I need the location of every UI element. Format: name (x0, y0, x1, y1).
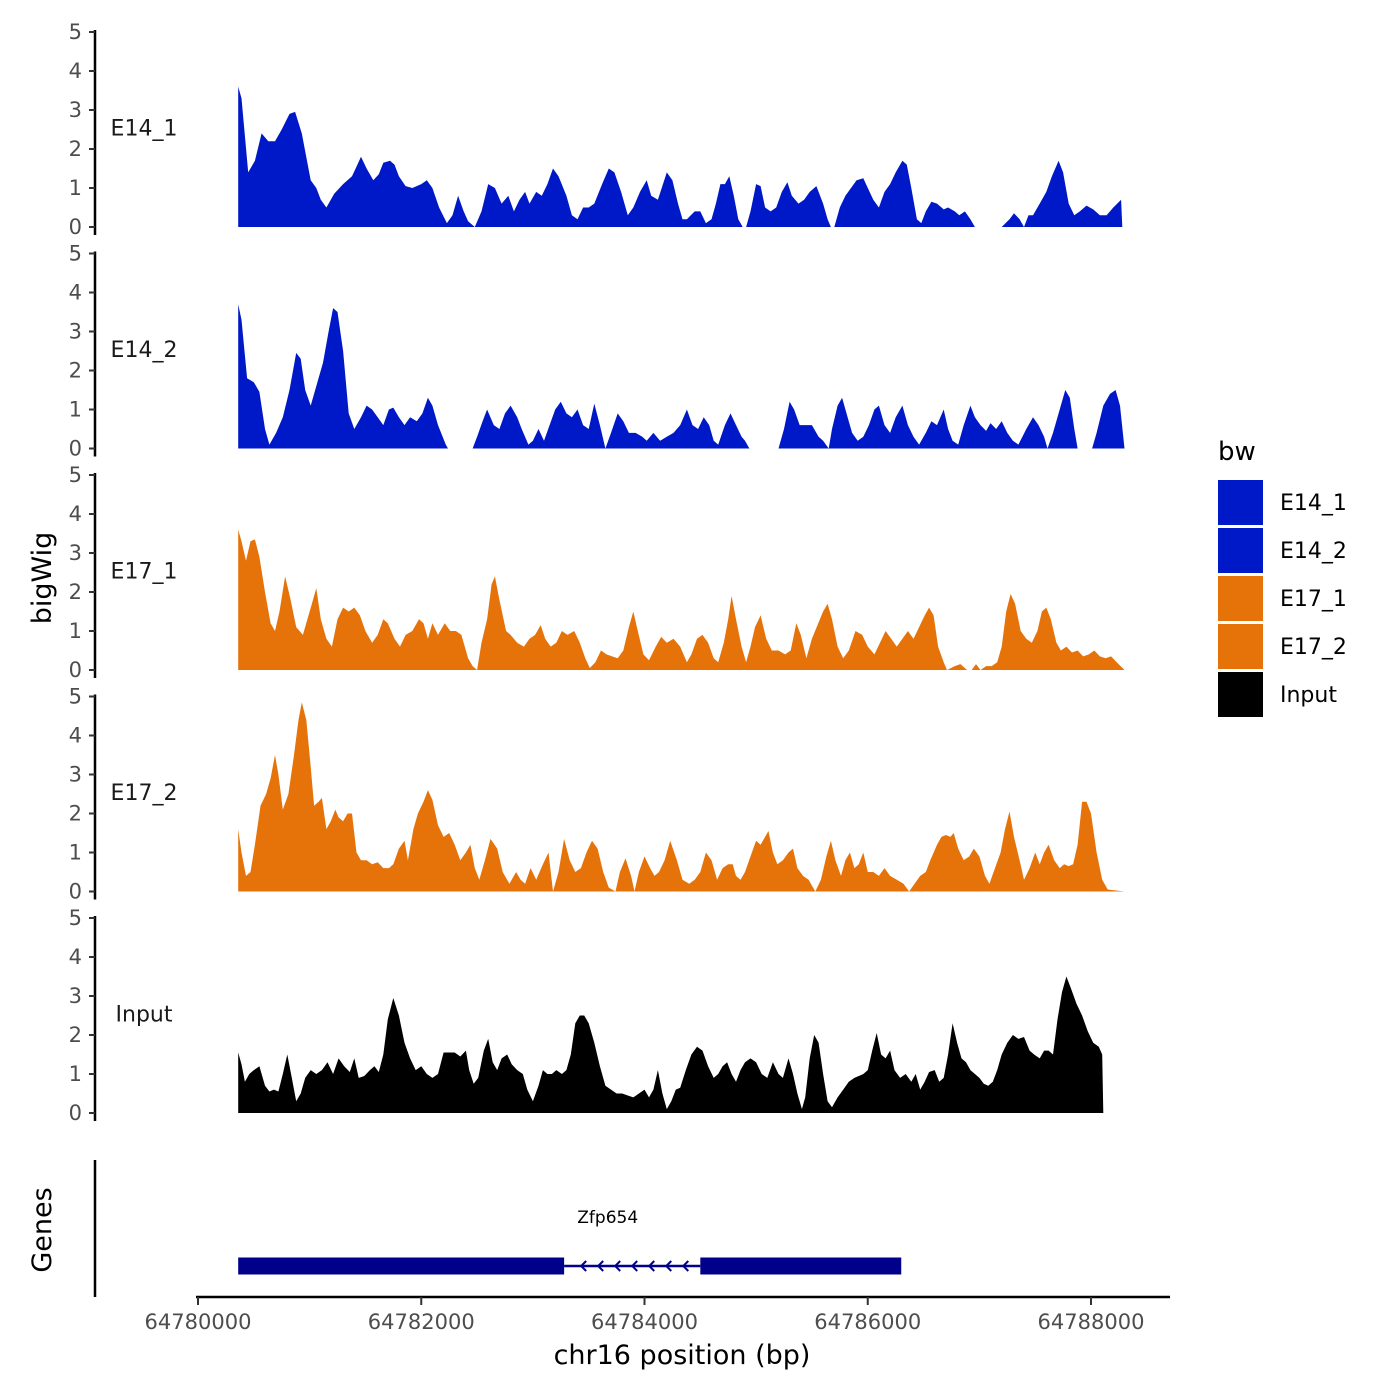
x-tick-label: 64780000 (145, 1310, 252, 1334)
legend-swatch-input (1218, 672, 1263, 717)
y-tick-label: 2 (69, 1023, 82, 1047)
legend-label: E14_1 (1280, 491, 1347, 516)
y-tick-label: 2 (69, 802, 82, 826)
coverage-area-input (238, 976, 1104, 1113)
strand-arrow (647, 1260, 655, 1272)
legend-label: E17_1 (1280, 587, 1347, 612)
track-label: E14_1 (111, 116, 178, 141)
genes-panel: Zfp654 (93, 1160, 902, 1297)
x-tick-label: 64786000 (814, 1310, 921, 1334)
x-tick-label: 64782000 (368, 1310, 475, 1334)
gene-exon (238, 1257, 565, 1275)
y-tick-label: 0 (69, 437, 82, 461)
legend-label: E14_2 (1280, 539, 1347, 564)
y-tick-label: 3 (69, 984, 82, 1008)
gene-name-label: Zfp654 (577, 1208, 638, 1228)
y-tick-label: 2 (69, 359, 82, 383)
legend-swatch-e17-2 (1218, 624, 1263, 669)
genes-track-title: Genes (27, 1187, 58, 1272)
y-tick-label: 4 (69, 724, 82, 748)
gene-exon (700, 1257, 902, 1275)
y-tick-label: 3 (69, 320, 82, 344)
track-e17-2: 0 1 2 3 4 5 E17_2 (69, 685, 1125, 904)
x-tick-label: 64788000 (1038, 1310, 1145, 1334)
y-tick-label: 3 (69, 98, 82, 122)
y-tick-label: 4 (69, 59, 82, 83)
y-tick-label: 5 (69, 20, 82, 44)
legend: bw E14_1 E14_2 E17_1 E17_2 Input (1218, 437, 1347, 717)
y-tick-label: 0 (69, 658, 82, 682)
coverage-area-e14-2 (238, 304, 1125, 449)
x-axis-title: chr16 position (bp) (554, 1340, 811, 1371)
track-label: Input (116, 1002, 173, 1027)
x-tick-label: 64784000 (591, 1310, 698, 1334)
y-tick-label: 3 (69, 763, 82, 787)
track-label: E14_2 (111, 338, 178, 363)
strand-arrow (664, 1260, 672, 1272)
strand-arrow (596, 1260, 604, 1272)
y-tick-label: 0 (69, 1101, 82, 1125)
y-tick-label: 1 (69, 619, 82, 643)
strand-arrow (579, 1260, 587, 1272)
legend-swatch-e17-1 (1218, 576, 1263, 621)
y-tick-label: 1 (69, 841, 82, 865)
x-axis: 64780000 64782000 64784000 64786000 64788000 (145, 1295, 1170, 1334)
y-tick-label: 5 (69, 685, 82, 709)
y-tick-label: 2 (69, 137, 82, 161)
y-tick-label: 5 (69, 463, 82, 487)
legend-label: E17_2 (1280, 635, 1347, 660)
y-tick-label: 0 (69, 215, 82, 239)
strand-arrow (630, 1260, 638, 1272)
coverage-area-e17-2 (238, 702, 1125, 892)
strand-arrow (681, 1260, 689, 1272)
track-e14-2: 0 1 2 3 4 5 E14_2 (69, 242, 1125, 461)
track-label: E17_1 (111, 559, 178, 584)
legend-label: Input (1280, 683, 1337, 708)
coverage-area-e14-1 (238, 86, 1123, 227)
track-e17-1: 0 1 2 3 4 5 E17_1 (69, 463, 1125, 682)
y-tick-label: 5 (69, 906, 82, 930)
legend-swatch-e14-2 (1218, 528, 1263, 573)
y-tick-label: 4 (69, 945, 82, 969)
track-e14-1: 0 1 2 3 4 5 E14_1 (69, 20, 1123, 239)
gene-zfp654: Zfp654 (238, 1208, 902, 1275)
coverage-area-e17-1 (238, 529, 1125, 670)
y-tick-label: 2 (69, 580, 82, 604)
legend-title: bw (1218, 437, 1256, 467)
track-label: E17_2 (111, 781, 178, 806)
y-tick-label: 5 (69, 242, 82, 266)
track-input: 0 1 2 3 4 5 Input (69, 906, 1104, 1125)
bigwig-tracks: 0 1 2 3 4 5 E14_1 0 1 2 3 4 5 E14_2 0 1 2 3 4 5 E17_1 0 1 2 3 4 5 E… (69, 20, 1125, 1125)
y-tick-label: 4 (69, 281, 82, 305)
y-axis-title: bigWig (27, 532, 58, 625)
y-tick-label: 0 (69, 880, 82, 904)
y-tick-label: 3 (69, 541, 82, 565)
y-tick-label: 1 (69, 398, 82, 422)
strand-arrow (613, 1260, 621, 1272)
y-tick-label: 4 (69, 502, 82, 526)
legend-swatch-e14-1 (1218, 480, 1263, 525)
y-tick-label: 1 (69, 176, 82, 200)
y-tick-label: 1 (69, 1062, 82, 1086)
